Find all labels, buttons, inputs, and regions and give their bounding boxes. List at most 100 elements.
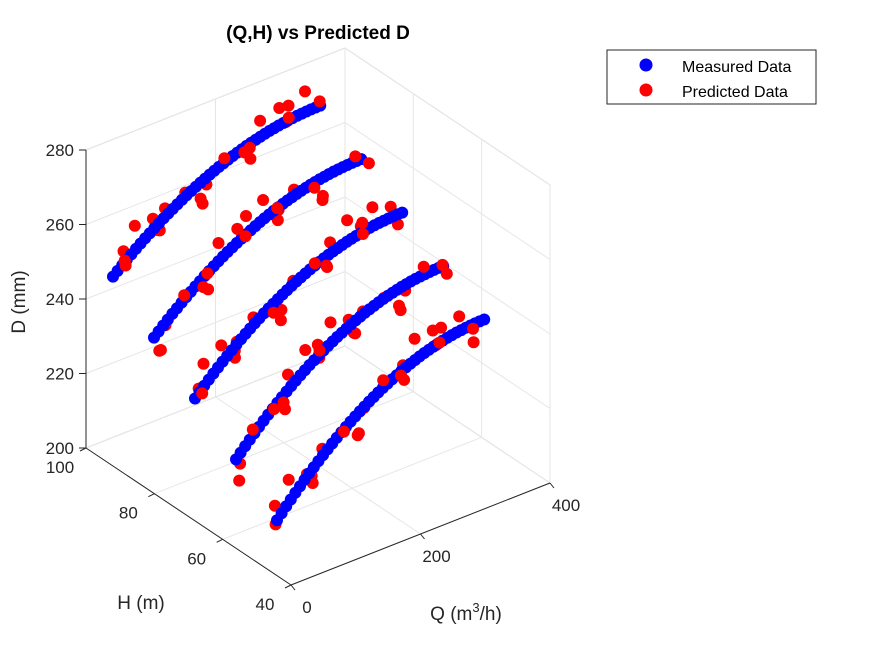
predicted-point	[274, 314, 287, 327]
predicted-point	[349, 150, 362, 163]
z-tick-label: 240	[46, 290, 74, 309]
x-tick-label: 0	[302, 598, 311, 617]
x-tick-mark	[420, 533, 425, 540]
legend: Measured Data Predicted Data	[606, 49, 817, 105]
predicted-point	[351, 429, 364, 442]
z-tick-label: 280	[46, 141, 74, 160]
legend-marker-predicted	[639, 83, 653, 97]
x-tick-mark	[290, 584, 296, 591]
predicted-point	[337, 425, 350, 438]
predicted-point	[268, 403, 280, 415]
x-tick-mark	[549, 482, 555, 489]
predicted-point	[366, 201, 379, 214]
predicted-point	[362, 157, 375, 170]
predicted-point	[377, 374, 390, 387]
predicted-point	[153, 344, 166, 357]
predicted-point	[316, 194, 329, 206]
predicted-point	[467, 322, 479, 335]
grid-line-z-side	[344, 47, 551, 186]
predicted-point	[196, 387, 209, 400]
x-axis-label: Q (m3/h)	[430, 600, 502, 625]
y-axis-label: H (m)	[117, 593, 164, 614]
predicted-point	[215, 339, 228, 352]
legend-label-predicted: Predicted Data	[682, 84, 788, 101]
x-axis-label-superscript: 3	[472, 600, 479, 615]
x-axis-label-main: Q (m	[430, 604, 472, 625]
x-tick-label: 200	[422, 547, 450, 566]
predicted-point	[233, 474, 246, 487]
y-tick-mark	[148, 493, 155, 498]
predicted-point	[218, 152, 231, 165]
predicted-point	[313, 344, 326, 357]
predicted-point	[178, 289, 191, 302]
x-axis-label-tail: /h)	[480, 604, 502, 625]
predicted-point	[467, 336, 480, 349]
predicted-point	[194, 192, 207, 205]
predicted-point	[212, 237, 225, 249]
predicted-point	[271, 214, 284, 227]
predicted-point	[313, 95, 326, 108]
z-axis-label: D (mm)	[9, 270, 30, 333]
measured-point	[478, 313, 491, 326]
predicted-point	[239, 230, 252, 243]
predicted-point	[440, 267, 453, 280]
predicted-point	[271, 202, 284, 215]
predicted-point	[240, 210, 252, 222]
predicted-point	[267, 306, 280, 319]
predicted-point	[282, 99, 295, 112]
y-tick-mark	[284, 584, 292, 589]
measured-point	[396, 206, 409, 219]
z-tick-label: 200	[46, 439, 74, 458]
predicted-point	[257, 194, 270, 206]
data-points	[107, 85, 491, 531]
y-axis-line	[85, 447, 292, 586]
predicted-point	[246, 423, 259, 436]
legend-marker-measured	[639, 58, 653, 72]
grid-line-z-side	[344, 345, 551, 484]
predicted-point	[118, 254, 131, 267]
y-tick-label: 60	[187, 549, 206, 568]
predicted-point	[356, 228, 369, 240]
predicted-point	[384, 200, 397, 213]
predicted-point	[433, 336, 446, 349]
predicted-point	[282, 473, 295, 486]
z-axis-label-text: D (mm)	[9, 270, 30, 333]
predicted-point	[436, 258, 449, 271]
y-tick-label: 40	[256, 595, 275, 614]
predicted-point	[282, 111, 295, 124]
predicted-point	[299, 85, 311, 98]
predicted-point	[201, 267, 214, 280]
legend-box	[606, 49, 817, 105]
z-tick-label: 260	[46, 216, 74, 235]
grid-line-y-floor	[154, 391, 414, 495]
y-tick-label: 80	[119, 504, 138, 523]
predicted-point	[299, 344, 312, 356]
predicted-point	[321, 261, 334, 273]
predicted-point	[453, 310, 466, 323]
predicted-point	[408, 332, 421, 345]
grid-line-z-back	[85, 47, 346, 151]
predicted-point	[426, 324, 439, 337]
predicted-point	[324, 316, 337, 329]
x-tick-label: 400	[552, 496, 580, 515]
predicted-point	[197, 281, 210, 294]
predicted-point	[395, 369, 407, 382]
grid-line-y-floor	[222, 436, 482, 540]
predicted-point	[128, 219, 141, 232]
grid-line-z-side	[344, 122, 551, 260]
predicted-point	[254, 114, 267, 127]
predicted-point	[417, 260, 430, 273]
predicted-point	[279, 403, 291, 416]
predicted-point	[231, 222, 244, 235]
legend-label-measured: Measured Data	[682, 59, 791, 76]
grid-line-z-back	[85, 271, 346, 374]
predicted-point	[356, 216, 369, 229]
predicted-point	[273, 102, 286, 114]
predicted-point	[197, 357, 210, 370]
y-tick-mark	[216, 538, 223, 543]
predicted-point	[341, 214, 354, 227]
y-tick-label: 100	[46, 458, 74, 477]
predicted-point	[393, 299, 405, 312]
